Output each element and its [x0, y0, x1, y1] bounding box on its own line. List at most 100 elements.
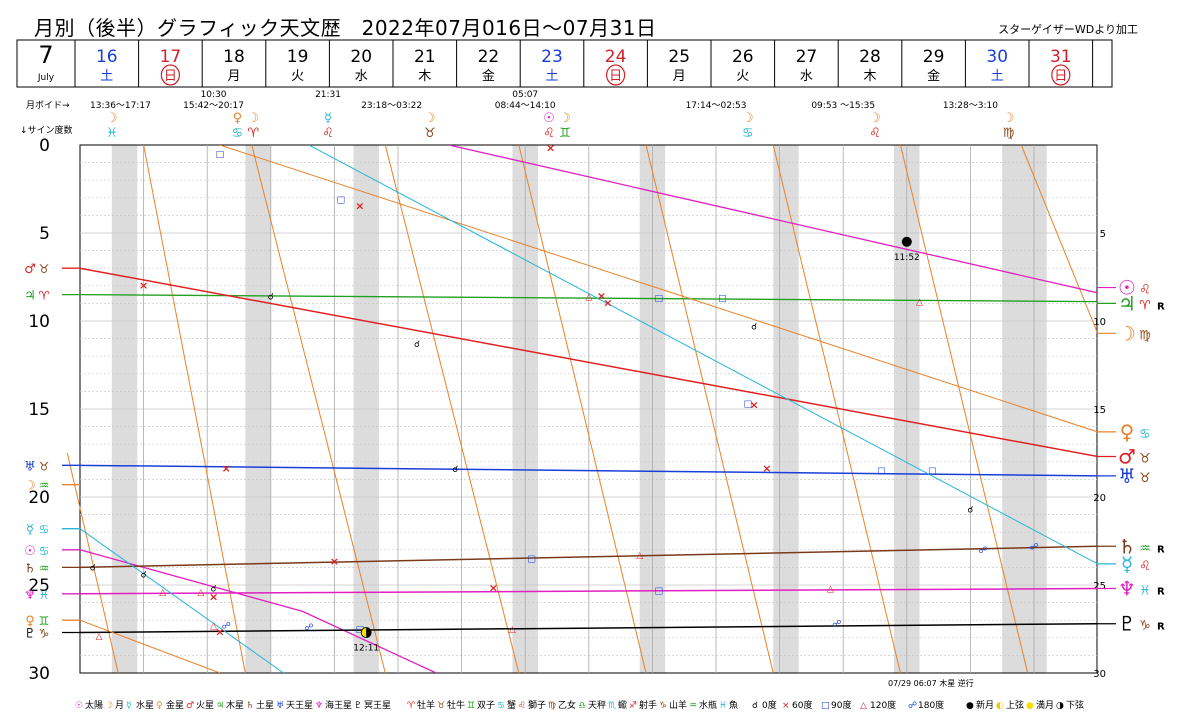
planet-line-sun	[448, 145, 1097, 294]
legend-symbol: ☍	[908, 701, 917, 711]
legend-symbol: ♄	[246, 701, 254, 711]
legend-symbol: ☿	[126, 701, 132, 711]
aspect-mark: □	[928, 467, 937, 477]
aspect-mark: △	[916, 298, 923, 308]
planet-line-mercury	[308, 145, 1097, 565]
day-number: 22	[478, 47, 500, 67]
legend-symbol: ♓	[719, 701, 727, 711]
left-planet-symbol: ♃	[24, 289, 36, 304]
ingress-planet-symbol: ☽	[559, 111, 571, 126]
y-tick-left: 25	[28, 576, 50, 596]
void-time: 23:18～03:22	[361, 101, 422, 111]
left-sign-symbol: ♋	[39, 523, 50, 537]
void-moon-label: 月ボイド→	[26, 100, 70, 111]
legend-text: 蟹	[507, 699, 516, 711]
weekday-label: 日	[164, 69, 177, 84]
right-sign-symbol: ♉	[1139, 471, 1151, 486]
right-planet-symbol: ♃	[1118, 291, 1136, 315]
legend-text: 0度	[762, 699, 777, 711]
right-sign-symbol: ♑	[1139, 619, 1151, 634]
aspect-mark: ×	[355, 200, 364, 213]
retrograde-mark: R	[1157, 544, 1165, 555]
left-planet-symbol: ♀	[25, 614, 35, 629]
legend-text: 獅子	[528, 699, 546, 711]
ingress-planet-symbol: ☽	[424, 111, 436, 126]
aspect-mark: △	[210, 621, 217, 631]
legend-text: 金星	[166, 699, 184, 711]
retrograde-mark: R	[1157, 622, 1165, 633]
weekday-label: 水	[355, 69, 368, 84]
aspect-mark: ☍	[832, 620, 841, 630]
aspect-mark: ☌	[967, 505, 973, 515]
ingress-sign-symbol: ♋	[742, 126, 754, 141]
legend-text: 90度	[831, 699, 851, 711]
y-tick-right: 20	[1093, 493, 1106, 504]
right-sign-symbol: ♓	[1139, 584, 1151, 599]
legend-symbol: □	[821, 701, 830, 711]
aspect-mark: △	[636, 551, 643, 561]
left-sign-symbol: ♉	[39, 262, 50, 276]
legend-text: 天秤	[588, 700, 606, 711]
ingress-sign-symbol: ♌	[543, 126, 555, 141]
aspect-mark: ☍	[1029, 542, 1038, 552]
aspect-mark: ☍	[304, 623, 313, 633]
weekday-label: 木	[418, 69, 431, 84]
legend-symbol: ♋	[497, 701, 505, 711]
legend-text: 天王星	[286, 700, 313, 711]
day-number: 28	[859, 47, 881, 67]
planet-line-venus	[219, 145, 1097, 433]
right-planet-symbol: ☿	[1121, 552, 1133, 576]
right-sign-symbol: ♒	[1139, 541, 1151, 556]
moon-line	[645, 145, 774, 673]
legend-symbol: ♐	[629, 701, 637, 711]
right-planet-symbol: ♇	[1118, 612, 1136, 636]
planet-line-jupiter	[79, 293, 1097, 303]
day-number: 19	[287, 47, 309, 67]
planet-line-neptune	[79, 587, 1097, 595]
right-sign-symbol: ♌	[1139, 283, 1151, 298]
aspect-mark: ×	[597, 289, 606, 302]
legend-text: 木星	[226, 699, 244, 711]
planet-line-saturn	[79, 545, 1097, 569]
right-planet-symbol: ♆	[1118, 577, 1136, 601]
aspect-mark: △	[96, 632, 103, 642]
legend-symbol: ◐	[996, 701, 1004, 711]
left-planet-symbol: ☉	[24, 544, 36, 559]
void-time: 15:42～20:17	[183, 101, 244, 111]
ingress-sign-symbol: ♌	[322, 126, 334, 141]
ingress-sign-symbol: ♓	[106, 126, 118, 141]
ingress-planet-symbol: ☽	[1003, 111, 1015, 126]
legend-symbol: ♈	[407, 701, 416, 711]
weekday-label: 金	[482, 68, 495, 84]
left-sign-symbol: ♑	[39, 627, 50, 641]
void-time: 13:36～17:17	[90, 101, 151, 111]
legend-symbol: ♎	[578, 701, 586, 711]
weekday-label: 土	[545, 69, 558, 84]
weekday-label: 水	[800, 69, 813, 84]
right-sign-symbol: ♈	[1139, 298, 1151, 313]
planet-line-venus-prev	[79, 619, 221, 673]
legend-symbol: ♍	[548, 701, 556, 711]
retrograde-mark: R	[1157, 301, 1165, 312]
left-sign-symbol: ♊	[39, 614, 50, 628]
legend-text: 180度	[918, 699, 944, 711]
day-number: 26	[732, 47, 754, 67]
legend: ☉ 太陽 ☽ 月 ☿ 水星 ♀ 金星 ♂ 火星 ♃ 木星 ♄ 土星 ♅ 天王星 ♆ 海王星 ♇ 冥王星 ♈ 牡羊 ♉ 牡牛 ♊ 双…	[75, 699, 1084, 711]
legend-symbol: ☽	[105, 701, 113, 711]
aspect-mark: △	[827, 585, 834, 595]
aspect-mark: ☌	[414, 340, 420, 350]
ingress-planet-symbol: ☽	[742, 111, 754, 126]
left-planet-symbol: ☿	[26, 523, 34, 538]
left-planet-symbol: ♇	[24, 627, 36, 642]
right-sign-symbol: ♉	[1139, 452, 1151, 467]
legend-text: 火星	[196, 700, 214, 711]
aspect-mark: △	[197, 588, 204, 598]
aspect-mark: ☍	[222, 621, 231, 631]
y-tick-left: 10	[28, 312, 50, 332]
ingress-sign-symbol: ♊	[559, 126, 571, 141]
void-time: 17:14～02:53	[686, 101, 747, 111]
header-box	[16, 39, 1113, 88]
y-tick-right: 5	[1100, 229, 1106, 240]
legend-text: 太陽	[85, 699, 103, 711]
